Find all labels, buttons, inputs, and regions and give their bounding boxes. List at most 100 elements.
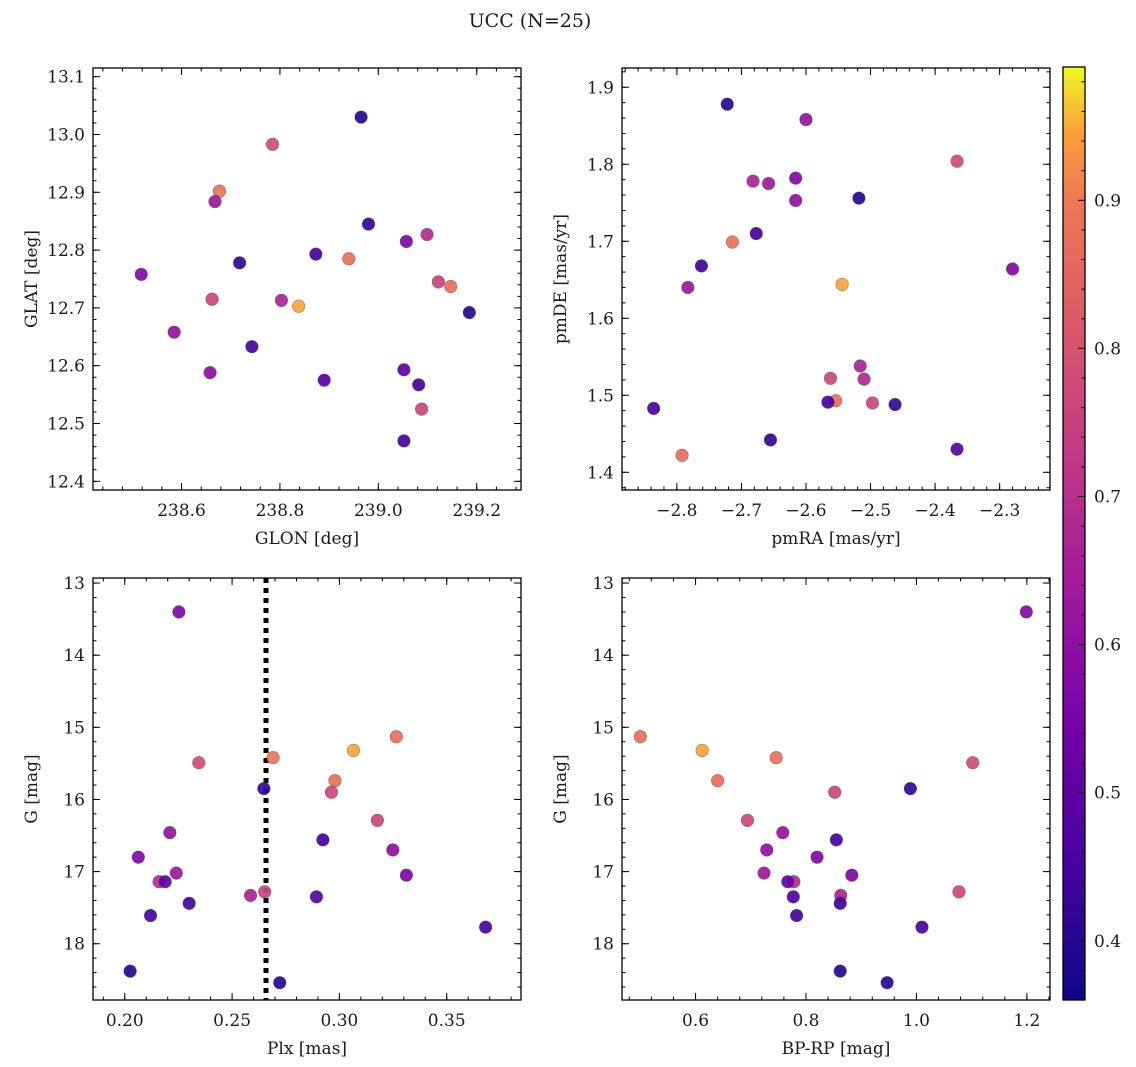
data-point — [205, 292, 219, 306]
data-point — [462, 305, 476, 320]
y-axis-label: G [mag] — [22, 754, 42, 823]
y-axis-label: G [mag] — [551, 754, 571, 823]
data-point — [182, 896, 196, 910]
data-point — [266, 751, 280, 765]
x-tick-label: −2.8 — [656, 501, 697, 521]
data-point — [845, 868, 859, 882]
x-tick-label: −2.5 — [850, 501, 891, 521]
data-point — [828, 785, 842, 799]
y-tick-label: 13.1 — [47, 68, 85, 88]
data-point — [915, 920, 929, 934]
data-point — [880, 976, 894, 990]
axes-frame — [92, 577, 522, 1001]
y-tick-label: 18 — [592, 935, 614, 955]
data-point — [123, 964, 137, 978]
data-point — [1005, 262, 1020, 276]
colorbar-tick-label: 0.4 — [1094, 932, 1121, 952]
data-point — [316, 833, 330, 847]
x-tick-label: 238.8 — [256, 501, 305, 521]
data-point — [258, 885, 272, 899]
x-tick-label: 239.2 — [452, 501, 501, 521]
data-point — [265, 137, 280, 151]
data-point — [274, 293, 289, 307]
x-tick-label: 238.6 — [157, 501, 206, 521]
colorbar-tick-label: 0.6 — [1094, 636, 1121, 656]
y-tick-label: 17 — [592, 863, 614, 883]
data-point — [370, 813, 385, 827]
data-point — [746, 174, 760, 188]
y-tick-label: 16 — [592, 790, 614, 810]
x-axis-label: GLON [deg] — [255, 529, 359, 549]
data-point — [950, 154, 964, 168]
y-tick-label: 15 — [63, 718, 85, 738]
axes-frame — [621, 67, 1051, 491]
colorbar-tick-label: 0.9 — [1094, 191, 1121, 211]
data-point — [833, 896, 847, 910]
y-tick-label: 14 — [63, 646, 85, 666]
data-point — [412, 378, 426, 392]
data-point — [823, 371, 838, 385]
x-tick-label: −2.6 — [785, 501, 826, 521]
y-tick-label: 18 — [63, 935, 85, 955]
axes-frame — [92, 67, 522, 491]
x-tick-label: −2.7 — [721, 501, 762, 521]
colorbar-gradient — [1063, 67, 1085, 1000]
x-tick-label: 0.25 — [213, 1011, 251, 1031]
x-axis-label: BP-RP [mag] — [782, 1039, 891, 1059]
data-point — [273, 976, 287, 990]
data-point — [789, 171, 803, 185]
data-point — [257, 782, 271, 796]
data-point — [354, 110, 368, 124]
data-point — [292, 299, 306, 313]
colorbar-tick-label: 0.8 — [1094, 339, 1121, 359]
data-point — [163, 826, 177, 840]
x-tick-label: 0.30 — [320, 1011, 358, 1031]
data-point — [158, 875, 172, 889]
x-tick-label: 0.20 — [106, 1011, 144, 1031]
y-tick-label: 12.7 — [47, 299, 85, 319]
data-point — [763, 433, 778, 447]
data-point — [720, 97, 734, 111]
y-tick-label: 1.9 — [587, 78, 614, 98]
data-point — [397, 434, 411, 448]
data-point — [833, 964, 847, 978]
data-point — [888, 397, 902, 412]
data-point — [324, 785, 339, 799]
data-point — [786, 890, 800, 904]
data-point — [675, 448, 689, 462]
scatter-panel-1: 238.6 238.8 239.0 239.2 12.4 12.5 12.6 12.7 12.8… — [22, 67, 522, 549]
data-point — [134, 267, 148, 281]
data-point — [167, 325, 181, 339]
x-tick-label: 1.2 — [1013, 1011, 1040, 1031]
data-point — [852, 191, 866, 205]
scatter-panel-3: 0.20 0.25 0.30 0.35 13 14 15 16 17 18 Plx [mas] G [… — [22, 574, 522, 1059]
data-point — [399, 234, 413, 249]
data-point — [399, 868, 413, 882]
data-point — [233, 256, 247, 270]
y-tick-label: 12.9 — [47, 183, 85, 203]
data-point — [328, 774, 342, 788]
data-point — [342, 252, 356, 266]
data-point — [725, 235, 739, 249]
data-point — [776, 826, 790, 840]
data-point — [757, 866, 771, 880]
data-point — [789, 193, 803, 208]
data-point — [192, 756, 206, 770]
data-point — [633, 730, 647, 744]
data-point — [749, 226, 763, 241]
y-tick-label: 1.8 — [587, 155, 614, 175]
data-point — [790, 908, 804, 923]
data-point — [309, 890, 324, 904]
data-point — [346, 743, 360, 758]
y-tick-label: 1.6 — [587, 309, 614, 329]
y-tick-label: 1.4 — [587, 463, 614, 483]
data-point — [397, 363, 411, 377]
y-axis-label: GLAT [deg] — [22, 230, 42, 328]
x-axis-label: Plx [mas] — [267, 1039, 347, 1059]
y-tick-label: 15 — [592, 718, 614, 738]
data-point — [203, 366, 217, 380]
scatter-panel-4: 0.6 0.8 1.0 1.2 13 14 15 16 17 18 BP-RP [mag] G [ma… — [551, 574, 1051, 1059]
data-point — [781, 875, 795, 889]
data-point — [172, 605, 186, 619]
